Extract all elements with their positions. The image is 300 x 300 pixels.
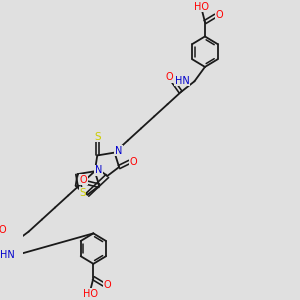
Text: N: N bbox=[95, 165, 102, 175]
Text: HO: HO bbox=[82, 289, 98, 299]
Text: O: O bbox=[130, 157, 137, 167]
Text: N: N bbox=[115, 146, 122, 156]
Text: O: O bbox=[104, 280, 112, 290]
Text: S: S bbox=[94, 132, 101, 142]
Text: HN: HN bbox=[0, 250, 15, 260]
Text: O: O bbox=[166, 72, 173, 82]
Text: O: O bbox=[0, 226, 7, 236]
Text: HO: HO bbox=[194, 2, 209, 12]
Text: S: S bbox=[79, 188, 86, 198]
Text: O: O bbox=[215, 10, 223, 20]
Text: O: O bbox=[80, 175, 87, 185]
Text: HN: HN bbox=[175, 76, 190, 86]
